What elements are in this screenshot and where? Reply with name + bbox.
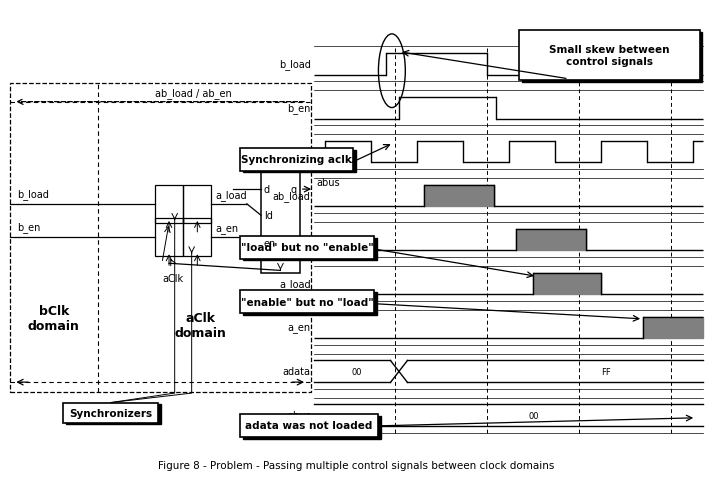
Text: adata was not loaded: adata was not loaded	[245, 420, 372, 431]
Text: 00: 00	[528, 411, 538, 420]
Text: Synchronizers: Synchronizers	[69, 408, 153, 418]
Bar	[240, 148, 353, 171]
Bar	[515, 229, 586, 251]
Bar	[183, 219, 212, 257]
Text: b_en: b_en	[287, 103, 311, 114]
Bar	[424, 185, 494, 207]
Bar	[242, 150, 356, 173]
Text: "enable" but no "load": "enable" but no "load"	[240, 297, 374, 307]
Text: en: en	[264, 239, 276, 249]
Bar	[242, 416, 381, 439]
Text: ab_load: ab_load	[272, 191, 311, 202]
Text: ab_load / ab_en: ab_load / ab_en	[155, 88, 232, 99]
Text: aClk
domain: aClk domain	[175, 312, 227, 339]
Text: b_load: b_load	[279, 59, 311, 70]
Bar	[240, 236, 374, 259]
Text: "load" but no "enable": "load" but no "enable"	[240, 242, 374, 252]
Text: bClk
domain: bClk domain	[28, 304, 80, 332]
Text: adata: adata	[240, 154, 268, 164]
Text: ld: ld	[264, 211, 272, 221]
Bar	[155, 219, 183, 257]
Text: FF: FF	[601, 367, 611, 376]
Bar	[522, 33, 702, 83]
Text: aClk: aClk	[162, 273, 183, 283]
Text: Small skew between
control signals: Small skew between control signals	[549, 46, 670, 67]
Text: a_load: a_load	[215, 190, 247, 201]
Text: adata: adata	[282, 367, 311, 377]
Text: Synchronizing aclk: Synchronizing aclk	[241, 155, 352, 165]
Text: b_load: b_load	[17, 189, 48, 200]
Text: b_en: b_en	[17, 222, 41, 233]
Bar	[63, 403, 158, 423]
Text: Figure 8 - Problem - Passing multiple control signals between clock domains: Figure 8 - Problem - Passing multiple co…	[158, 460, 555, 470]
Bar	[240, 414, 378, 437]
Text: aclk: aclk	[291, 147, 311, 157]
Text: a_en: a_en	[287, 323, 311, 333]
Bar	[10, 84, 311, 392]
Text: abus: abus	[316, 177, 340, 187]
Text: abus: abus	[287, 410, 311, 420]
Bar	[155, 185, 183, 223]
Bar	[533, 273, 600, 295]
Bar	[519, 31, 699, 81]
Bar	[242, 293, 377, 315]
Bar	[183, 185, 212, 223]
Bar	[242, 238, 377, 261]
Text: 00: 00	[352, 367, 361, 376]
Text: a_load: a_load	[279, 278, 311, 289]
Text: q: q	[291, 185, 297, 195]
Text: ab_en: ab_en	[281, 235, 311, 245]
Bar	[66, 405, 161, 425]
Bar	[643, 317, 703, 339]
Text: d: d	[264, 185, 270, 195]
Bar	[240, 291, 374, 313]
Text: a_en: a_en	[215, 224, 238, 234]
Bar	[261, 169, 300, 273]
